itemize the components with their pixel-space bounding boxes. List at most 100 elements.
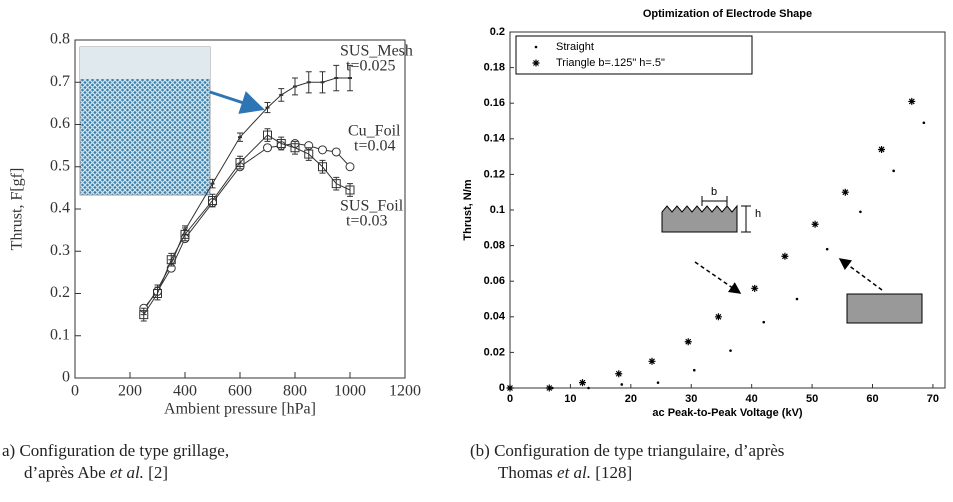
caption-text: [128]: [591, 463, 633, 482]
inset-photo-top: [80, 47, 210, 79]
legend-marker: [532, 59, 540, 67]
x-tick-label: 10: [564, 393, 576, 405]
x-tick-label: 200: [118, 383, 142, 400]
marker: [751, 284, 759, 292]
marker: [166, 255, 176, 265]
marker: [781, 252, 789, 260]
y-tick-label: 0.8: [50, 31, 70, 48]
caption-text: Thomas: [498, 463, 558, 482]
y-tick-label: 0.06: [484, 275, 505, 287]
marker: [841, 188, 849, 196]
caption-line: a) Configuration de type grillage,: [2, 440, 229, 462]
marker: [318, 162, 327, 172]
marker: [235, 158, 245, 168]
y-tick-label: 0.02: [484, 346, 505, 358]
y-axis-label: Thrust, N/m: [462, 179, 474, 240]
y-tick-label: 0.1: [50, 326, 70, 343]
marker: [615, 370, 623, 378]
caption-text: Configuration de type grillage,: [19, 441, 230, 460]
marker: [795, 297, 799, 301]
chart-a: 0 200 400 600 800 1000 1200 0 0.1 0.2 0.3 0.4 0.5 0.6…: [9, 31, 421, 418]
marker: [811, 220, 819, 228]
marker: [729, 349, 732, 352]
chart-title: Optimization of Electrode Shape: [643, 8, 812, 20]
marker: [506, 384, 514, 392]
marker: [825, 247, 829, 251]
y-tick-label: 0.14: [484, 133, 506, 145]
marker: [153, 289, 162, 298]
caption-text: et al.: [557, 463, 592, 482]
x-tick-label: 400: [173, 383, 197, 400]
y-tick-label: 0.7: [50, 73, 70, 90]
y-tick-label: 0.18: [484, 62, 505, 74]
caption-line: d’après Abe et al. [2]: [2, 462, 229, 484]
caption-text: et al.: [109, 463, 144, 482]
inset-arrow: [694, 261, 742, 294]
caption-label: (b): [470, 441, 490, 460]
series-note: t=0.04: [354, 138, 395, 155]
marker: [859, 210, 862, 214]
inset-label: h: [755, 208, 761, 220]
x-axis-label: Ambient pressure [hPa]: [164, 401, 316, 418]
y-tick-label: 0.08: [484, 240, 505, 252]
y-tick-label: 0.2: [50, 284, 70, 301]
marker: [139, 310, 149, 320]
x-tick-label: 60: [866, 393, 878, 405]
y-tick-label: 0.6: [50, 115, 70, 132]
legend-label: Straight: [556, 41, 594, 53]
marker: [908, 97, 916, 105]
y-tick-label: 0.1: [490, 204, 505, 216]
figure: 0 200 400 600 800 1000 120000.10.20.30.40.50.6…: [9, 8, 946, 419]
x-tick-label: 800: [283, 383, 307, 400]
inset-arrow: [209, 90, 265, 114]
y-tick-label: 0.4: [50, 200, 70, 217]
marker: [263, 143, 272, 153]
marker: [318, 145, 327, 155]
caption: a) Configuration de type grillage, d’apr…: [2, 440, 229, 484]
x-axis-label: ac Peak-to-Peak Voltage (kV): [652, 407, 803, 419]
caption-text: Configuration de type triangulaire, d’ap…: [494, 441, 785, 460]
marker: [276, 139, 286, 149]
y-tick-label: 0.5: [50, 157, 70, 174]
caption-line: (b) Configuration de type triangulaire, …: [470, 440, 784, 462]
marker: [692, 368, 696, 372]
x-tick-label: 0: [71, 383, 79, 400]
marker: [345, 162, 355, 172]
marker: [579, 379, 586, 387]
marker: [762, 320, 766, 324]
marker: [656, 381, 660, 384]
marker: [180, 229, 190, 239]
caption-line: Thomas et al. [128]: [470, 462, 784, 484]
triangle-electrode: [661, 204, 738, 233]
x-tick-label: 1200: [389, 383, 421, 400]
legend-label: Triangle b=.125" h=.5": [556, 57, 665, 69]
x-tick-label: 600: [228, 383, 252, 400]
y-tick-label: 0.16: [484, 97, 505, 109]
caption: (b) Configuration de type triangulaire, …: [470, 440, 784, 484]
marker: [620, 383, 624, 386]
series-note: t=0.03: [346, 213, 387, 230]
y-tick-label: 0: [499, 382, 505, 394]
legend-marker: [534, 45, 538, 49]
y-tick-label: 0.3: [50, 242, 70, 259]
legend-box: [515, 35, 753, 75]
series-note: t=0.025: [346, 58, 395, 75]
marker: [331, 179, 341, 189]
marker: [290, 143, 300, 153]
caption-text: [2]: [143, 463, 168, 482]
series-label: Cu_Foil: [348, 123, 401, 140]
marker: [587, 386, 590, 390]
marker: [922, 121, 926, 125]
x-tick-label: 70: [927, 393, 939, 405]
straight-electrode: [846, 293, 923, 324]
caption-label: a): [2, 441, 16, 460]
x-tick-label: 20: [625, 393, 637, 405]
marker: [345, 185, 355, 195]
y-tick-label: 0.12: [484, 168, 505, 180]
marker: [714, 313, 722, 321]
y-axis-label: Thrust, F[gf]: [9, 168, 26, 251]
x-tick-label: 50: [806, 393, 818, 405]
marker: [545, 384, 553, 392]
marker: [208, 196, 217, 206]
